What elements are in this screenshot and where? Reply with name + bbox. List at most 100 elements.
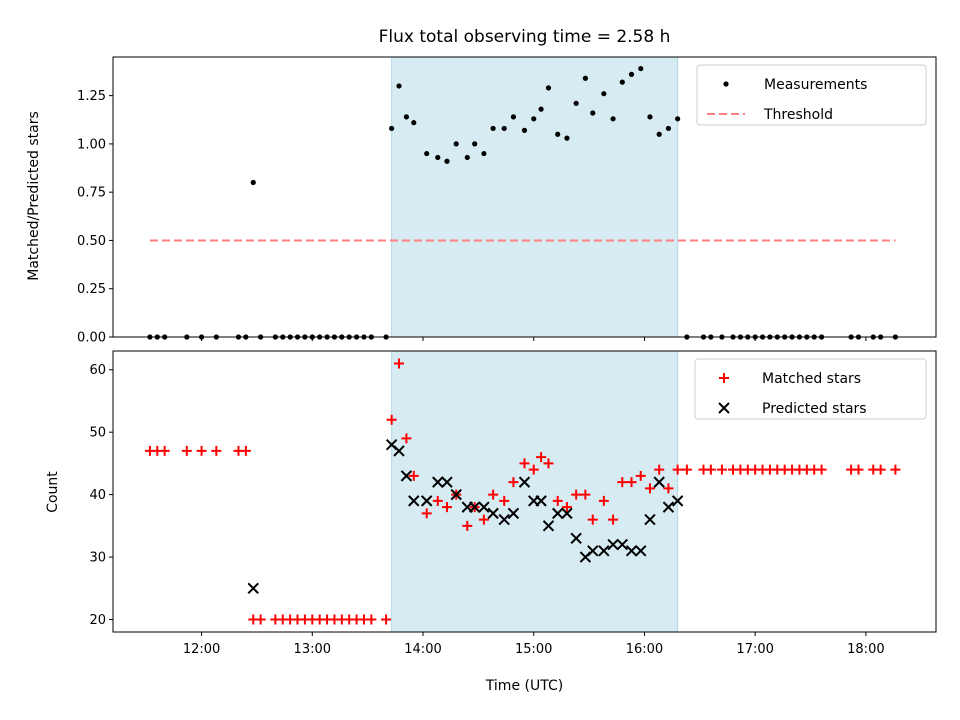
data-point	[441, 476, 453, 488]
x-tick-label: 14:00	[404, 642, 441, 657]
data-point	[542, 520, 555, 532]
y-tick-label: 50	[89, 426, 106, 441]
data-point	[472, 141, 478, 147]
bottom-panel: 20 30 40 50 60 12:00 13:00 14:00 15:00 16:00 17:00…	[89, 350, 937, 657]
y-tick-label: 0.75	[77, 186, 106, 201]
data-point	[507, 507, 520, 520]
data-point	[853, 464, 864, 475]
data-point	[875, 464, 886, 475]
data-point	[582, 75, 588, 81]
data-point	[403, 114, 410, 120]
data-point	[635, 470, 646, 481]
series-matched-stars	[144, 358, 901, 625]
data-point	[598, 495, 609, 506]
data-point	[435, 154, 441, 161]
data-point	[610, 116, 616, 122]
x-tick-label: 16:00	[626, 642, 663, 657]
bottom-y-axis-label: Count	[45, 471, 61, 513]
data-point	[441, 502, 452, 513]
y-tick-label: 20	[89, 613, 106, 628]
data-point	[616, 538, 629, 551]
data-point	[432, 495, 443, 506]
data-point	[617, 477, 628, 488]
data-point	[601, 91, 607, 97]
data-point	[626, 477, 637, 488]
data-point	[681, 464, 692, 475]
data-point	[481, 150, 487, 157]
data-point	[408, 470, 419, 481]
data-point	[552, 507, 564, 520]
data-point	[393, 445, 405, 457]
data-point	[247, 582, 259, 594]
legend-marker	[723, 81, 729, 87]
data-point	[250, 179, 256, 186]
data-point	[535, 495, 547, 507]
data-point	[653, 476, 665, 488]
data-point	[644, 513, 656, 526]
data-point	[401, 433, 412, 444]
data-point	[181, 445, 192, 456]
data-point	[587, 514, 598, 525]
data-point	[462, 520, 473, 531]
observing-window-span	[391, 57, 678, 337]
data-point	[638, 65, 644, 72]
data-point	[545, 85, 552, 91]
x-axis-label: Time (UTC)	[485, 678, 563, 694]
data-point	[521, 127, 528, 133]
data-point	[444, 158, 450, 164]
data-point	[211, 445, 222, 456]
legend: Measurements Threshold	[696, 64, 927, 126]
data-point	[478, 501, 490, 513]
observing-window-span	[391, 351, 678, 632]
data-point	[396, 83, 402, 89]
data-point	[531, 116, 537, 122]
y-tick-label: 0.50	[77, 234, 106, 249]
data-point	[654, 464, 665, 475]
axes-frame	[112, 350, 937, 633]
data-point	[662, 501, 675, 513]
data-point	[552, 495, 563, 506]
data-point	[501, 125, 507, 132]
y-tick-label: 1.00	[77, 137, 106, 152]
data-point	[255, 614, 266, 625]
data-point	[453, 141, 459, 147]
legend: Matched stars Predicted stars	[694, 358, 927, 420]
data-point	[498, 513, 510, 526]
data-point	[607, 538, 619, 551]
y-tick-label: 30	[89, 551, 106, 566]
data-point	[389, 125, 395, 132]
data-point	[411, 120, 417, 126]
legend-label: Threshold	[763, 107, 833, 123]
data-point	[432, 476, 444, 488]
data-point	[450, 488, 462, 501]
data-point	[499, 495, 510, 506]
x-tick-label: 17:00	[736, 642, 773, 657]
data-point	[598, 545, 610, 557]
data-point	[561, 502, 572, 513]
data-point	[519, 458, 530, 469]
data-point	[587, 545, 599, 557]
legend-label: Predicted stars	[762, 401, 867, 417]
data-point	[508, 477, 519, 488]
y-tick-label: 0.00	[77, 331, 106, 346]
data-point	[518, 476, 531, 488]
data-point	[400, 470, 413, 482]
top-panel: 0.00 0.25 0.50 0.75 1.00 1.25 Measurements Thre…	[77, 56, 937, 346]
legend-marker	[718, 402, 730, 414]
axes-frame	[112, 56, 937, 338]
data-point	[555, 131, 561, 137]
data-point	[528, 464, 539, 475]
series-predicted-stars	[247, 438, 684, 594]
chart-title: Flux total observing time = 2.58 h	[379, 27, 671, 47]
data-point	[468, 501, 481, 513]
legend-label: Measurements	[764, 77, 867, 93]
data-point	[816, 464, 827, 475]
data-point	[488, 489, 499, 500]
data-point	[421, 508, 432, 519]
y-tick-label: 60	[89, 363, 106, 378]
data-point	[420, 495, 433, 507]
data-point	[536, 452, 547, 463]
x-tick-label: 12:00	[183, 642, 220, 657]
data-point	[625, 545, 638, 557]
data-point	[672, 464, 683, 475]
